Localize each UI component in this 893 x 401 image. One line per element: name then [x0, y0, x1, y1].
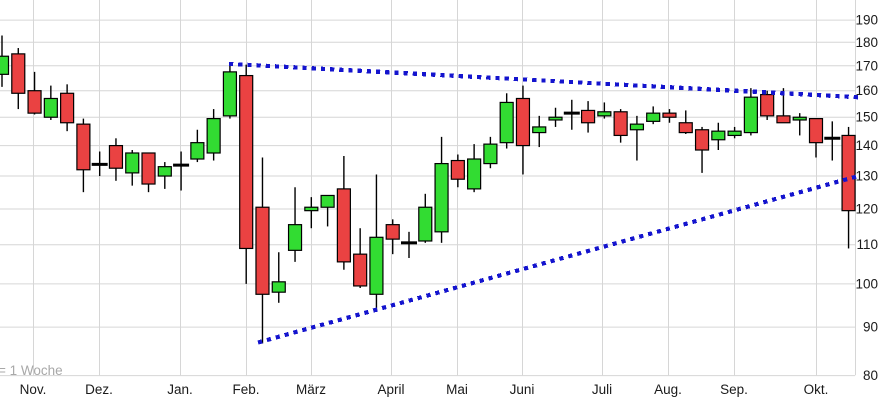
candle-up — [629, 123, 645, 131]
y-tick-label-160: 160 — [855, 83, 878, 98]
x-month-label: Aug. — [654, 382, 682, 397]
candle-up — [0, 55, 10, 75]
candle-up — [125, 152, 140, 174]
candle-up — [646, 112, 661, 122]
candle-down — [385, 224, 400, 240]
y-tick-label-120: 120 — [855, 201, 878, 216]
candle-down — [60, 92, 75, 124]
candle-down — [27, 90, 42, 114]
candle-up — [467, 158, 482, 190]
candle-down — [841, 134, 856, 212]
y-tick-label-110: 110 — [856, 237, 878, 252]
y-tick-label-80: 80 — [863, 368, 878, 383]
y-tick-label-190: 190 — [855, 13, 878, 28]
x-month-label: Dez. — [85, 382, 113, 397]
candle-down — [776, 115, 791, 124]
candle-up — [548, 116, 563, 121]
y-tick-label-170: 170 — [855, 58, 878, 73]
x-month-label: Sep. — [720, 382, 748, 397]
y-tick-label-100: 100 — [855, 276, 878, 291]
candle-down — [11, 53, 26, 94]
candle-down — [662, 112, 677, 118]
x-month-label: Okt. — [804, 382, 829, 397]
x-month-label: Juli — [592, 382, 612, 397]
candle-up — [271, 281, 286, 293]
x-month-label: Feb. — [232, 382, 259, 397]
trendline-upper-resistance — [228, 61, 863, 100]
candle-down — [76, 123, 91, 171]
candle-up — [190, 142, 205, 160]
candle-down — [580, 109, 596, 124]
candle-up — [727, 130, 742, 137]
candle-down — [141, 152, 156, 185]
y-tick-label-180: 180 — [855, 35, 878, 50]
candle-up — [711, 130, 726, 141]
trendline-lower-support — [257, 174, 857, 345]
candle-up — [304, 206, 319, 212]
candle-down — [108, 144, 124, 169]
candle-down — [515, 97, 531, 147]
candle-up — [597, 111, 612, 117]
y-tick-label-140: 140 — [855, 138, 878, 153]
candle-up — [157, 166, 172, 177]
x-month-label: Jan. — [167, 382, 193, 397]
candle-up — [320, 194, 335, 208]
y-tick-label-130: 130 — [855, 169, 878, 184]
candle-up — [418, 206, 433, 242]
candle-up — [499, 101, 514, 144]
interval-legend-label: = 1 Woche — [0, 363, 63, 378]
candle-up — [743, 96, 758, 134]
candle-down — [336, 188, 351, 263]
candle-up — [43, 97, 58, 118]
candle-down — [613, 111, 628, 137]
candle-down — [450, 159, 465, 180]
candle-down — [760, 93, 775, 117]
candle-down — [678, 122, 693, 134]
candle-down — [694, 129, 710, 151]
candle-up — [222, 71, 238, 117]
candle-up — [369, 236, 384, 295]
x-month-label: Mai — [446, 382, 468, 397]
candle-down — [239, 74, 254, 250]
candle-down — [353, 253, 368, 287]
x-month-label: Nov. — [20, 382, 47, 397]
candle-up — [532, 126, 547, 134]
candle-down — [808, 118, 824, 144]
x-month-label: Juni — [510, 382, 535, 397]
candle-up — [434, 162, 449, 233]
y-tick-label-90: 90 — [863, 320, 878, 335]
y-tick-label-150: 150 — [855, 110, 878, 125]
x-month-label: März — [296, 382, 326, 397]
candle-down — [255, 206, 270, 295]
candle-up — [792, 116, 807, 121]
x-month-label: April — [377, 382, 404, 397]
candle-up — [483, 143, 498, 165]
candle-up — [287, 224, 303, 251]
candle-up — [206, 118, 221, 154]
